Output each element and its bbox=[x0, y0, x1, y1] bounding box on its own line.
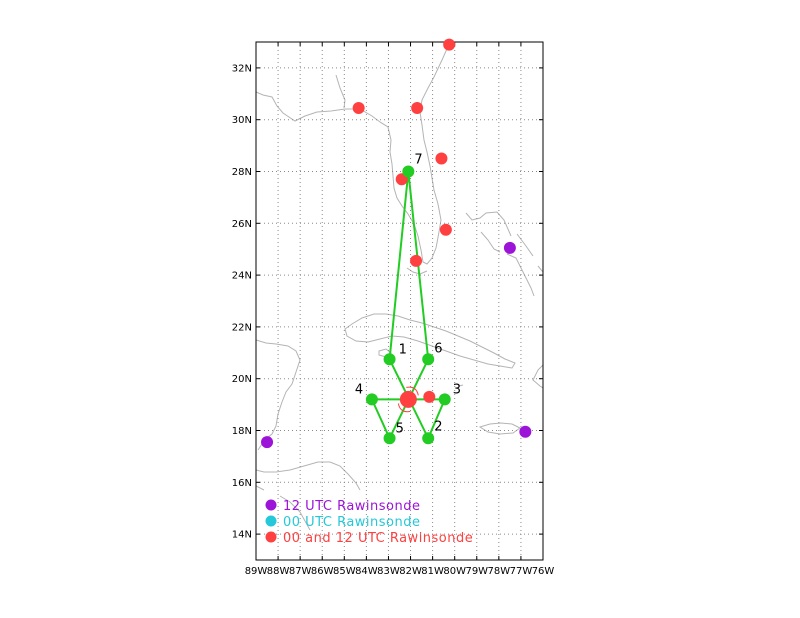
legend-label: 00 and 12 UTC Rawinsonde bbox=[283, 531, 473, 546]
x-axis-labels: 89W 88W 87W 86W 85W 84W 83W 82W 81W 80W 79W 78W 77W 7… bbox=[245, 566, 555, 577]
flight-track-points: 1 2 3 4 5 6 7 bbox=[355, 153, 461, 445]
x-tick-label: 85W bbox=[333, 566, 356, 577]
legend-marker bbox=[265, 499, 277, 511]
flight-track-point bbox=[422, 432, 435, 445]
y-tick-label: 22N bbox=[232, 322, 252, 333]
axis-ticks bbox=[255, 42, 544, 560]
flight-track-point-label: 7 bbox=[414, 153, 422, 168]
legend-marker bbox=[265, 531, 277, 543]
x-tick-label: 86W bbox=[311, 566, 334, 577]
x-tick-label: 88W bbox=[267, 566, 290, 577]
storm-symbol-arc-lower bbox=[397, 403, 411, 413]
plot-frame bbox=[255, 41, 544, 561]
legend-label: 00 UTC Rawinsonde bbox=[283, 515, 421, 530]
rawinsonde-stations bbox=[261, 38, 532, 449]
storm-symbol-arc-upper bbox=[406, 386, 419, 396]
rawinsonde-00-12utc-point bbox=[439, 223, 452, 236]
x-tick-label: 77W bbox=[510, 566, 533, 577]
flight-track-point-label: 2 bbox=[434, 419, 442, 434]
x-tick-label: 78W bbox=[488, 566, 511, 577]
legend-marker bbox=[265, 515, 277, 527]
x-tick-label: 80W bbox=[443, 566, 466, 577]
x-tick-label: 89W bbox=[245, 566, 268, 577]
flight-track-point bbox=[383, 353, 396, 366]
rawinsonde-00-12utc-point bbox=[352, 102, 365, 115]
x-tick-label: 87W bbox=[289, 566, 312, 577]
coastlines bbox=[256, 42, 543, 531]
flight-track-point-label: 4 bbox=[355, 382, 363, 397]
y-tick-label: 16N bbox=[232, 478, 252, 489]
flight-track-point bbox=[365, 393, 378, 406]
flight-track-point bbox=[438, 393, 451, 406]
flight-track bbox=[370, 171, 447, 441]
y-tick-label: 28N bbox=[232, 167, 252, 178]
y-tick-label: 26N bbox=[232, 219, 252, 230]
rawinsonde-00-12utc-point bbox=[443, 38, 456, 51]
x-tick-label: 82W bbox=[399, 566, 422, 577]
y-tick-label: 32N bbox=[232, 63, 252, 74]
x-tick-label: 81W bbox=[421, 566, 444, 577]
rawinsonde-00-12utc-point bbox=[423, 390, 436, 403]
y-tick-label: 14N bbox=[232, 530, 252, 541]
x-tick-label: 83W bbox=[377, 566, 400, 577]
flight-track-point-label: 6 bbox=[434, 341, 442, 356]
rawinsonde-00-12utc-point bbox=[435, 152, 448, 165]
flight-track-point bbox=[383, 432, 396, 445]
rawinsonde-12utc-point bbox=[261, 436, 274, 449]
rawinsonde-00-12utc-point bbox=[410, 254, 423, 267]
x-tick-label: 84W bbox=[355, 566, 378, 577]
rawinsonde-00-12utc-point bbox=[411, 102, 424, 115]
x-tick-label: 79W bbox=[465, 566, 488, 577]
gridlines bbox=[256, 42, 543, 560]
flight-track-point-label: 5 bbox=[396, 421, 404, 436]
flight-track-point bbox=[422, 353, 435, 366]
rawinsonde-12utc-point bbox=[519, 425, 532, 438]
y-tick-label: 20N bbox=[232, 374, 252, 385]
flight-track-point-label: 3 bbox=[453, 382, 461, 397]
storm-center-marker bbox=[399, 390, 417, 408]
legend-label: 12 UTC Rawinsonde bbox=[283, 499, 421, 514]
y-axis-labels: 14N 16N 18N 20N 22N 24N 26N 28N 30N 32N bbox=[232, 63, 252, 540]
rawinsonde-12utc-point bbox=[503, 241, 516, 254]
flight-track-point-label: 1 bbox=[399, 342, 407, 357]
y-tick-label: 18N bbox=[232, 426, 252, 437]
storm-center bbox=[397, 386, 419, 413]
y-tick-label: 30N bbox=[232, 115, 252, 126]
y-tick-label: 24N bbox=[232, 271, 252, 282]
flight-track-line bbox=[370, 171, 447, 441]
x-tick-label: 76W bbox=[532, 566, 555, 577]
flight-track-point bbox=[402, 165, 415, 178]
